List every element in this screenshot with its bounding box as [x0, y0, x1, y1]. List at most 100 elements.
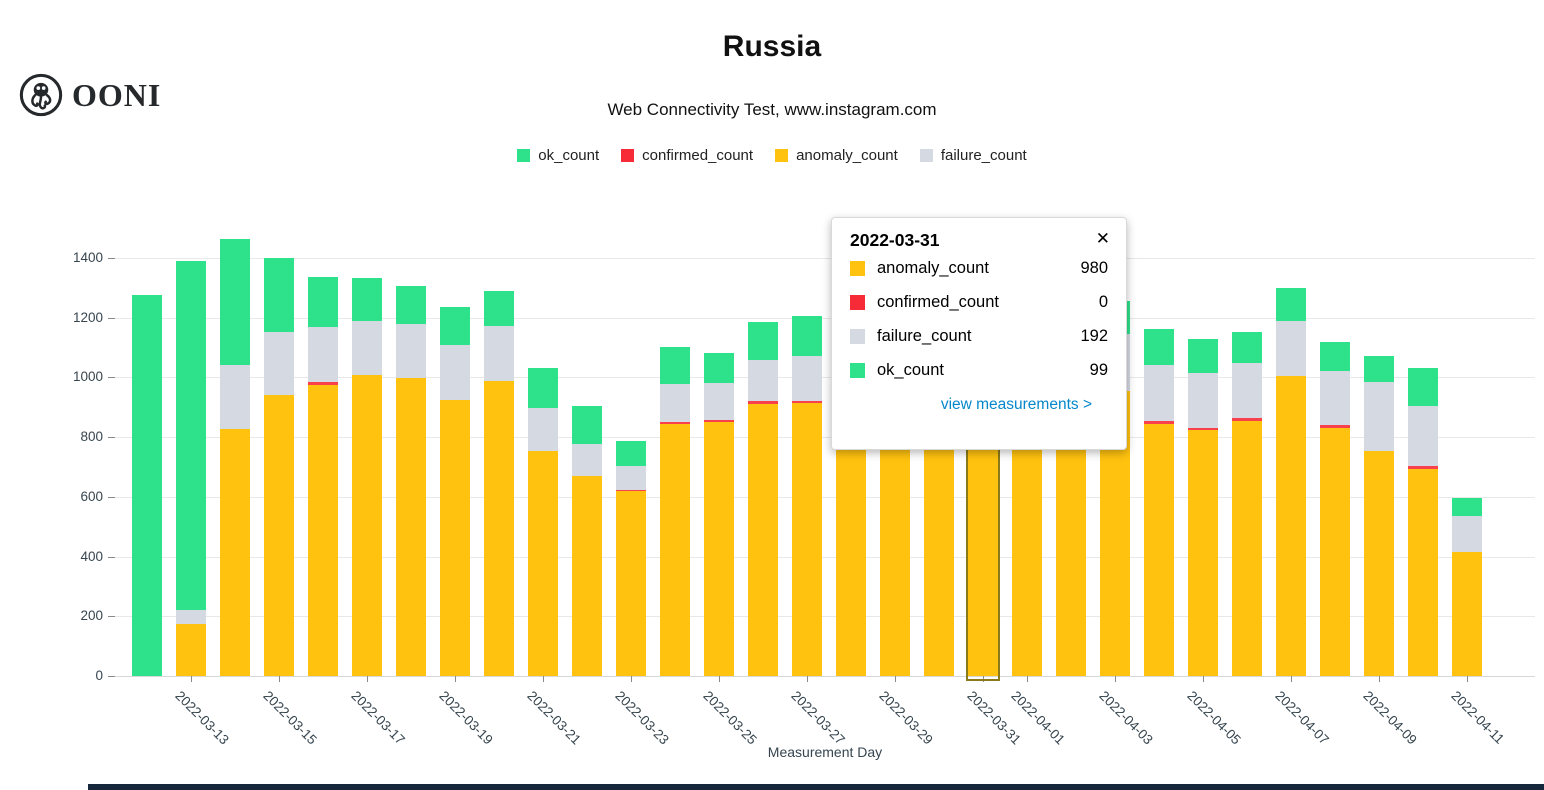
bar-2022-04-10[interactable]	[1407, 0, 1438, 676]
bar-segment-anomaly_count	[615, 491, 646, 676]
bar-2022-04-07[interactable]	[1275, 0, 1306, 676]
x-axis-label: 2022-04-11	[1448, 688, 1507, 747]
legend-label: confirmed_count	[642, 147, 754, 164]
tooltip-label: anomaly_count	[877, 258, 989, 277]
bar-segment-confirmed_count	[1319, 425, 1350, 429]
legend-swatch	[621, 149, 635, 162]
bar-2022-03-19[interactable]	[439, 0, 470, 676]
tooltip-row-failure_count: failure_count 192	[850, 319, 1108, 353]
bar-segment-confirmed_count	[1407, 466, 1438, 470]
y-axis-label: 200	[80, 608, 103, 624]
x-axis-label: 2022-03-21	[524, 688, 584, 748]
x-axis-title: Measurement Day	[767, 744, 883, 760]
bar-2022-04-08[interactable]	[1319, 0, 1350, 676]
bar-segment-confirmed_count	[615, 489, 646, 492]
legend-swatch	[775, 149, 789, 162]
bar-segment-ok_count	[747, 322, 778, 360]
bar-segment-confirmed_count	[1187, 427, 1218, 430]
gridline-800	[115, 437, 1535, 439]
bar-segment-ok_count	[483, 290, 514, 326]
bar-2022-03-17[interactable]	[351, 0, 382, 676]
bar-2022-03-20[interactable]	[483, 0, 514, 676]
x-axis-label: 2022-04-05	[1184, 688, 1244, 748]
bar-segment-ok_count	[219, 239, 250, 365]
ooni-logo: OONI	[18, 72, 161, 118]
y-axis-label: 600	[80, 488, 103, 504]
legend-label: ok_count	[538, 147, 600, 164]
x-axis-tick	[1202, 676, 1204, 682]
x-axis-label: 2022-03-19	[436, 688, 496, 748]
legend-label: failure_count	[940, 147, 1027, 164]
y-axis-tick	[108, 317, 115, 319]
bar-segment-anomaly_count	[703, 421, 734, 676]
bar-segment-anomaly_count	[1275, 375, 1306, 676]
bar-2022-03-13[interactable]	[175, 0, 206, 676]
bar-2022-03-27[interactable]	[791, 0, 822, 676]
bar-2022-03-16[interactable]	[307, 0, 338, 676]
view-measurements-link[interactable]: view measurements >	[940, 396, 1092, 413]
bar-2022-03-22[interactable]	[571, 0, 602, 676]
bar-segment-failure_count	[1187, 373, 1218, 428]
legend-item-anomaly_count: anomaly_count	[775, 147, 898, 164]
bar-2022-03-14[interactable]	[219, 0, 250, 676]
bar-2022-04-06[interactable]	[1231, 0, 1262, 676]
bar-2022-03-21[interactable]	[527, 0, 558, 676]
bar-segment-confirmed_count	[1143, 421, 1174, 424]
bar-segment-anomaly_count	[439, 399, 470, 676]
bar-2022-03-25[interactable]	[703, 0, 734, 676]
x-axis-tick	[190, 676, 192, 682]
bar-segment-ok_count	[615, 441, 646, 466]
y-axis-tick	[108, 496, 115, 498]
gridline-1000	[115, 377, 1535, 379]
x-axis-label: 2022-03-13	[172, 688, 232, 748]
y-axis-tick	[108, 616, 115, 618]
bar-segment-failure_count	[615, 465, 646, 490]
y-axis-label: 1200	[72, 309, 103, 325]
x-axis-label: 2022-03-27	[788, 688, 848, 748]
bar-segment-failure_count	[439, 344, 470, 400]
tooltip-row-confirmed_count: confirmed_count 0	[850, 285, 1108, 319]
bar-segment-confirmed_count	[791, 401, 822, 403]
tooltip-value: 980	[1080, 258, 1108, 277]
bar-2022-03-24[interactable]	[659, 0, 690, 676]
x-axis-tick	[1378, 676, 1380, 682]
tooltip-row-ok_count: ok_count 99	[850, 353, 1108, 387]
legend: ok_count confirmed_count anomaly_count fail…	[0, 147, 1544, 164]
legend-label: anomaly_count	[796, 147, 898, 164]
legend-swatch	[919, 149, 933, 162]
bar-segment-ok_count	[175, 260, 206, 611]
bar-segment-ok_count	[1319, 341, 1350, 371]
bar-2022-04-05[interactable]	[1187, 0, 1218, 676]
bar-segment-failure_count	[483, 325, 514, 381]
bar-2022-03-15[interactable]	[263, 0, 294, 676]
bar-segment-ok_count	[439, 306, 470, 345]
y-axis-tick	[108, 258, 115, 259]
chart-subtitle: Web Connectivity Test, www.instagram.com	[607, 100, 937, 119]
bar-segment-anomaly_count	[1187, 429, 1218, 676]
y-axis-label: 400	[80, 548, 103, 564]
bar-2022-04-04[interactable]	[1143, 0, 1174, 676]
bar-segment-confirmed_count	[307, 381, 338, 385]
tooltip-date: 2022-03-31	[850, 230, 940, 250]
bar-2022-03-18[interactable]	[395, 0, 426, 676]
bar-2022-03-23[interactable]	[615, 0, 646, 676]
bar-segment-failure_count	[659, 383, 690, 422]
bar-segment-confirmed_count	[659, 421, 690, 424]
y-axis-label: 0	[95, 668, 103, 683]
x-axis-tick	[366, 676, 368, 682]
bar-segment-confirmed_count	[1231, 418, 1262, 421]
bar-2022-04-11[interactable]	[1451, 0, 1482, 676]
bar-segment-ok_count	[703, 352, 734, 384]
bar-segment-anomaly_count	[263, 395, 294, 676]
x-axis-tick	[1466, 676, 1468, 682]
bar-segment-failure_count	[747, 359, 778, 402]
bar-2022-04-09[interactable]	[1363, 0, 1394, 676]
bar-segment-anomaly_count	[483, 381, 514, 676]
bar-2022-03-26[interactable]	[747, 0, 778, 676]
bar-2022-03-12[interactable]	[131, 0, 162, 676]
bar-segment-anomaly_count	[1407, 469, 1438, 676]
bar-segment-ok_count	[351, 278, 382, 321]
bar-segment-ok_count	[307, 276, 338, 327]
close-icon[interactable]: ✕	[1095, 229, 1110, 248]
